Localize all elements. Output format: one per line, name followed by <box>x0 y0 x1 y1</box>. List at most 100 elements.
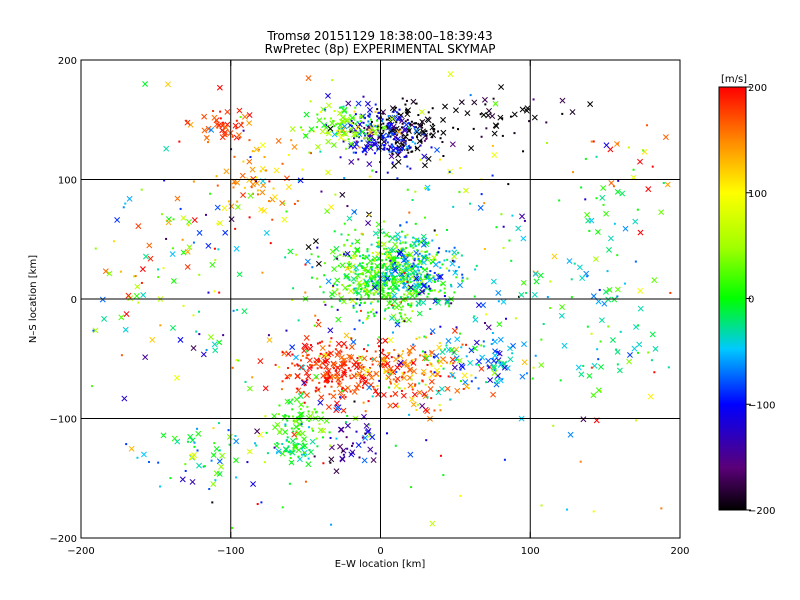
data-point-x-marker <box>293 424 300 430</box>
data-point-dot <box>374 350 377 353</box>
data-point-dot <box>401 274 404 277</box>
data-point-x-marker <box>381 273 388 280</box>
data-point-dot <box>443 291 446 294</box>
data-point-x-marker <box>284 373 291 380</box>
data-point-x-marker <box>297 177 304 184</box>
data-point-dot <box>398 269 401 272</box>
data-point-dot <box>432 275 435 278</box>
data-point-dot <box>400 376 403 379</box>
data-point-x-marker <box>392 145 399 152</box>
data-point-x-marker <box>169 251 176 258</box>
data-point-dot <box>305 356 308 359</box>
data-point-x-marker <box>106 270 113 277</box>
data-point-dot <box>374 452 377 455</box>
data-point-dot <box>193 445 196 448</box>
data-point-x-marker <box>330 393 337 400</box>
data-point-x-marker <box>211 341 218 348</box>
data-point-dot <box>549 280 552 283</box>
data-point-dot <box>364 432 367 435</box>
data-point-dot <box>378 275 381 278</box>
data-point-dot <box>397 256 400 259</box>
data-point-dot <box>290 139 293 142</box>
data-point-x-marker <box>210 481 217 487</box>
data-point-dot <box>486 364 489 367</box>
data-point-x-marker <box>416 259 423 266</box>
data-point-x-marker <box>344 422 351 429</box>
data-point-dot <box>358 456 361 459</box>
data-point-dot <box>333 390 336 393</box>
data-point-dot <box>480 193 483 196</box>
data-point-x-marker <box>209 261 216 268</box>
data-point-dot <box>353 110 356 113</box>
data-point-dot <box>404 297 407 300</box>
data-point-dot <box>227 429 230 432</box>
data-point-x-marker <box>330 361 337 368</box>
data-point-dot <box>343 177 346 180</box>
data-point-dot <box>409 167 412 170</box>
data-point-dot <box>204 213 207 216</box>
data-point-x-marker <box>497 377 504 384</box>
data-point-x-marker <box>497 336 504 343</box>
data-point-x-marker <box>433 353 440 359</box>
data-point-dot <box>458 190 461 193</box>
data-point-dot <box>370 270 373 273</box>
data-point-dot <box>401 350 404 353</box>
data-point-x-marker <box>228 203 235 210</box>
data-point-x-marker <box>348 140 355 147</box>
data-point-x-marker <box>335 340 342 347</box>
data-point-dot <box>396 265 399 268</box>
data-point-dot <box>398 264 401 267</box>
data-point-dot <box>169 477 172 480</box>
data-point-dot <box>306 349 309 352</box>
data-point-dot <box>439 375 442 378</box>
data-point-dot <box>412 236 415 239</box>
data-point-dot <box>415 122 418 125</box>
data-point-x-marker <box>432 261 439 268</box>
data-point-dot <box>398 284 401 287</box>
data-point-dot <box>433 289 436 292</box>
data-point-dot <box>430 354 433 357</box>
data-point-dot <box>394 263 397 266</box>
data-point-dot <box>416 136 419 139</box>
data-point-x-marker <box>575 364 582 371</box>
data-point-dot <box>349 145 352 148</box>
data-point-dot <box>411 136 414 139</box>
data-point-x-marker <box>247 192 254 199</box>
data-point-dot <box>303 401 306 404</box>
data-point-dot <box>374 125 377 128</box>
data-point-dot <box>383 370 386 373</box>
data-point-dot <box>590 332 593 335</box>
data-point-dot <box>385 272 388 275</box>
data-point-dot <box>339 156 342 159</box>
data-point-x-marker <box>309 438 316 445</box>
data-point-x-marker <box>631 345 638 352</box>
data-point-dot <box>502 246 505 249</box>
data-point-dot <box>416 273 419 276</box>
data-point-dot <box>404 263 407 266</box>
data-point-dot <box>313 324 316 327</box>
data-point-x-marker <box>348 344 355 351</box>
data-point-dot <box>498 359 501 362</box>
data-point-dot <box>367 344 370 347</box>
data-point-dot <box>265 169 268 172</box>
data-point-dot <box>364 275 367 278</box>
data-point-dot <box>402 138 405 141</box>
data-point-dot <box>409 305 412 308</box>
data-point-dot <box>368 214 371 217</box>
data-point-dot <box>616 254 619 257</box>
data-point-x-marker <box>437 273 444 280</box>
data-point-x-marker <box>323 371 329 378</box>
data-point-dot <box>368 254 371 257</box>
data-point-dot <box>321 411 324 414</box>
data-point-dot <box>552 424 555 427</box>
data-point-dot <box>235 359 238 362</box>
data-point-x-marker <box>370 457 377 464</box>
data-point-x-marker <box>496 350 503 357</box>
data-point-dot <box>459 368 462 371</box>
data-point-dot <box>400 308 403 311</box>
data-point-dot <box>320 111 323 114</box>
data-point-dot <box>362 366 365 369</box>
data-point-dot <box>332 367 335 370</box>
x-tick-label: 0 <box>377 546 383 557</box>
data-point-dot <box>414 245 417 248</box>
